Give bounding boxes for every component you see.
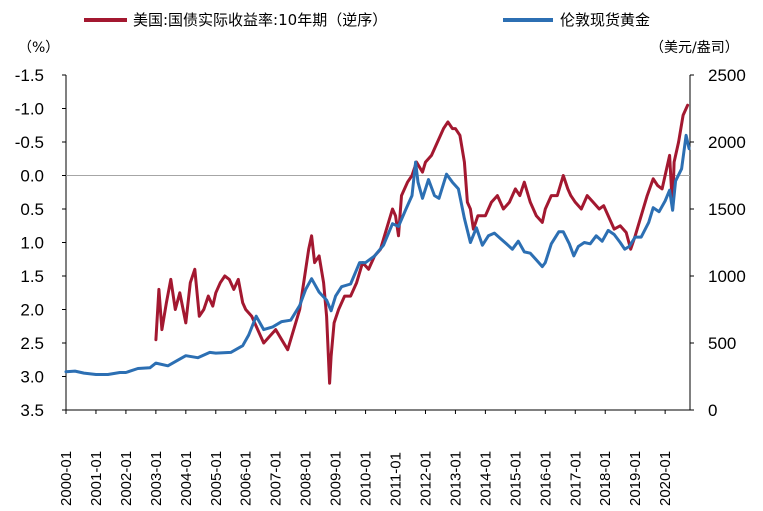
series-line-real-yield (154, 103, 690, 385)
left-tick-label: 3.5 (20, 401, 44, 420)
x-tick-label: 2013-01 (447, 451, 464, 506)
legend: 美国:国债实际收益率:10年期（逆序） 伦敦现货黄金 (84, 11, 650, 29)
x-tick-label: 2007-01 (268, 451, 285, 506)
left-tick-label: 1.0 (20, 234, 44, 253)
x-tick-label: 2019-01 (627, 451, 644, 506)
legend-label-real-yield: 美国:国债实际收益率:10年期（逆序） (133, 11, 387, 29)
right-tick-label: 1500 (708, 200, 746, 219)
x-tick-label: 2009-01 (328, 451, 345, 506)
x-tick-label: 2018-01 (597, 451, 614, 506)
x-tick-label: 2001-01 (88, 451, 105, 506)
right-tick-label: 0 (708, 401, 717, 420)
left-tick-label: 2.0 (20, 301, 44, 320)
x-tick-label: 2006-01 (238, 451, 255, 506)
x-tick-label: 2014-01 (477, 451, 494, 506)
x-tick-label: 2016-01 (537, 451, 554, 506)
x-tick-label: 2002-01 (118, 451, 135, 506)
right-tick-label: 2500 (708, 66, 746, 85)
x-tick-label: 2005-01 (208, 451, 225, 506)
left-tick-label: -1.5 (15, 66, 44, 85)
left-tick-label: 0.5 (20, 200, 44, 219)
left-tick-label: -1.0 (15, 100, 44, 119)
x-tick-label: 2017-01 (567, 451, 584, 506)
right-tick-label: 1000 (708, 267, 746, 286)
x-tick-label: 2011-01 (388, 452, 405, 506)
left-tick-label: 2.5 (20, 334, 44, 353)
right-axis-ticks: 2500 2000 1500 1000 500 0 (690, 66, 746, 420)
right-axis-unit: （美元/盎司） (650, 40, 739, 56)
series-layer (64, 103, 691, 385)
x-tick-label: 2020-01 (657, 451, 674, 506)
x-axis-ticks: 2000-01 2001-01 2002-01 2003-01 2004-01 2005-… (58, 410, 674, 506)
left-tick-label: 3.0 (20, 368, 44, 387)
x-tick-label: 2012-01 (417, 451, 434, 506)
right-tick-label: 500 (708, 334, 736, 353)
x-tick-label: 2015-01 (507, 451, 524, 506)
x-tick-label: 2003-01 (148, 451, 165, 506)
x-tick-label: 2000-01 (58, 451, 75, 506)
x-tick-label: 2010-01 (358, 451, 375, 506)
x-tick-label: 2004-01 (178, 451, 195, 506)
left-axis-unit: （%） (18, 40, 59, 56)
legend-label-gold: 伦敦现货黄金 (560, 11, 650, 29)
left-tick-label: 0.0 (20, 167, 44, 186)
left-axis-ticks: -1.5 -1.0 -0.5 0.0 0.5 1.0 1.5 2.0 2.5 3.0 3.5 (15, 66, 66, 420)
right-tick-label: 2000 (708, 133, 746, 152)
left-tick-label: 1.5 (20, 267, 44, 286)
x-tick-label: 2008-01 (298, 451, 315, 506)
left-tick-label: -0.5 (15, 133, 44, 152)
series-line-gold (64, 133, 691, 376)
